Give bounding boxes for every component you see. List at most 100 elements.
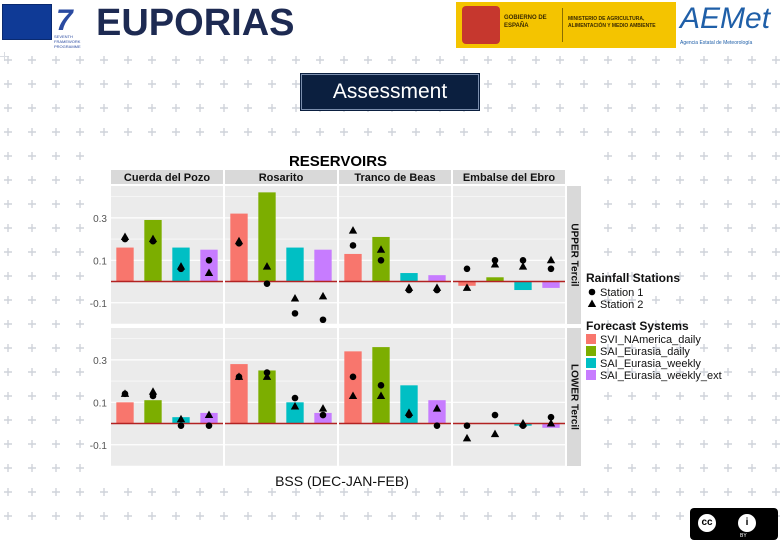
plus-mark	[580, 56, 588, 64]
plus-mark	[772, 56, 780, 64]
plus-mark	[172, 80, 180, 88]
plus-mark	[28, 464, 36, 472]
station-point	[205, 257, 213, 264]
x-axis-label: BSS (DEC-JAN-FEB)	[275, 473, 409, 489]
plus-mark	[676, 272, 684, 280]
plus-mark	[772, 248, 780, 256]
plus-mark	[316, 56, 324, 64]
plus-mark	[724, 440, 732, 448]
plus-mark	[484, 488, 492, 496]
station-point	[120, 389, 130, 397]
plus-mark	[52, 320, 60, 328]
plus-mark	[124, 512, 132, 520]
plus-mark	[100, 56, 108, 64]
bar	[258, 192, 276, 282]
plus-mark	[748, 200, 756, 208]
plus-mark	[220, 488, 228, 496]
plus-mark	[628, 512, 636, 520]
plus-mark	[52, 440, 60, 448]
plus-mark	[196, 512, 204, 520]
plus-mark	[700, 248, 708, 256]
plus-mark	[172, 104, 180, 112]
plus-mark	[316, 488, 324, 496]
bar	[258, 370, 276, 424]
plus-mark	[676, 152, 684, 160]
slide-title: Assessment	[301, 74, 479, 110]
header-bar: 7 SEVENTH FRAMEWORK PROGRAMME EUPORIAS G…	[0, 0, 780, 52]
station-point	[148, 387, 158, 395]
plus-mark	[4, 152, 12, 160]
legend-swatch	[586, 358, 596, 368]
plus-mark	[724, 368, 732, 376]
plus-mark	[124, 56, 132, 64]
plus-mark	[604, 392, 612, 400]
plus-mark	[52, 128, 60, 136]
facet-strip	[453, 170, 565, 184]
plus-mark	[4, 56, 12, 64]
plus-mark	[52, 272, 60, 280]
plus-mark	[772, 152, 780, 160]
plus-mark	[652, 296, 660, 304]
plus-mark	[724, 320, 732, 328]
plus-mark	[652, 248, 660, 256]
plus-mark	[676, 104, 684, 112]
facet-strip	[111, 170, 223, 184]
plus-mark	[604, 344, 612, 352]
plus-mark	[532, 56, 540, 64]
station-point	[262, 262, 272, 270]
plus-mark	[52, 104, 60, 112]
plus-mark	[676, 368, 684, 376]
plus-mark	[52, 464, 60, 472]
plus-mark	[604, 416, 612, 424]
plus-mark	[556, 56, 564, 64]
plus-mark	[604, 368, 612, 376]
y-tick-label: 0.3	[93, 356, 107, 367]
plus-mark	[4, 80, 12, 88]
plus-mark	[4, 224, 12, 232]
plus-mark	[772, 224, 780, 232]
plus-mark	[436, 56, 444, 64]
bar	[116, 247, 134, 282]
plus-mark	[628, 416, 636, 424]
plus-mark	[532, 488, 540, 496]
plus-mark	[172, 56, 180, 64]
plus-mark	[340, 128, 348, 136]
plus-mark	[652, 368, 660, 376]
plus-mark	[340, 488, 348, 496]
plus-mark	[364, 56, 372, 64]
plus-mark	[652, 128, 660, 136]
plus-mark	[460, 56, 468, 64]
plus-mark	[652, 512, 660, 520]
plus-mark	[748, 56, 756, 64]
plus-mark	[628, 488, 636, 496]
legend-station-label: Station 1	[600, 287, 643, 299]
plus-mark	[532, 512, 540, 520]
plus-mark	[724, 152, 732, 160]
plus-mark	[724, 344, 732, 352]
plus-mark	[244, 488, 252, 496]
plus-mark	[628, 272, 636, 280]
plus-mark	[604, 296, 612, 304]
station-point	[177, 422, 185, 429]
logo-divider	[562, 8, 563, 42]
y-tick-label: -0.1	[90, 441, 108, 452]
plus-mark	[52, 368, 60, 376]
station-point	[463, 265, 471, 273]
plus-mark	[724, 464, 732, 472]
plus-mark	[76, 344, 84, 352]
plus-mark	[4, 368, 12, 376]
plus-mark	[52, 416, 60, 424]
station-point	[318, 404, 328, 412]
station-point	[348, 391, 358, 399]
plus-mark	[76, 416, 84, 424]
plus-mark	[244, 56, 252, 64]
aemet-logo: AEMet Agencia Estatal de Meteorología	[676, 2, 778, 48]
plus-mark	[196, 56, 204, 64]
plus-mark	[28, 80, 36, 88]
plus-mark	[4, 488, 12, 496]
plus-mark	[676, 56, 684, 64]
plus-mark	[292, 128, 300, 136]
station-point	[547, 265, 555, 273]
plus-mark	[220, 512, 228, 520]
plus-mark	[484, 512, 492, 520]
